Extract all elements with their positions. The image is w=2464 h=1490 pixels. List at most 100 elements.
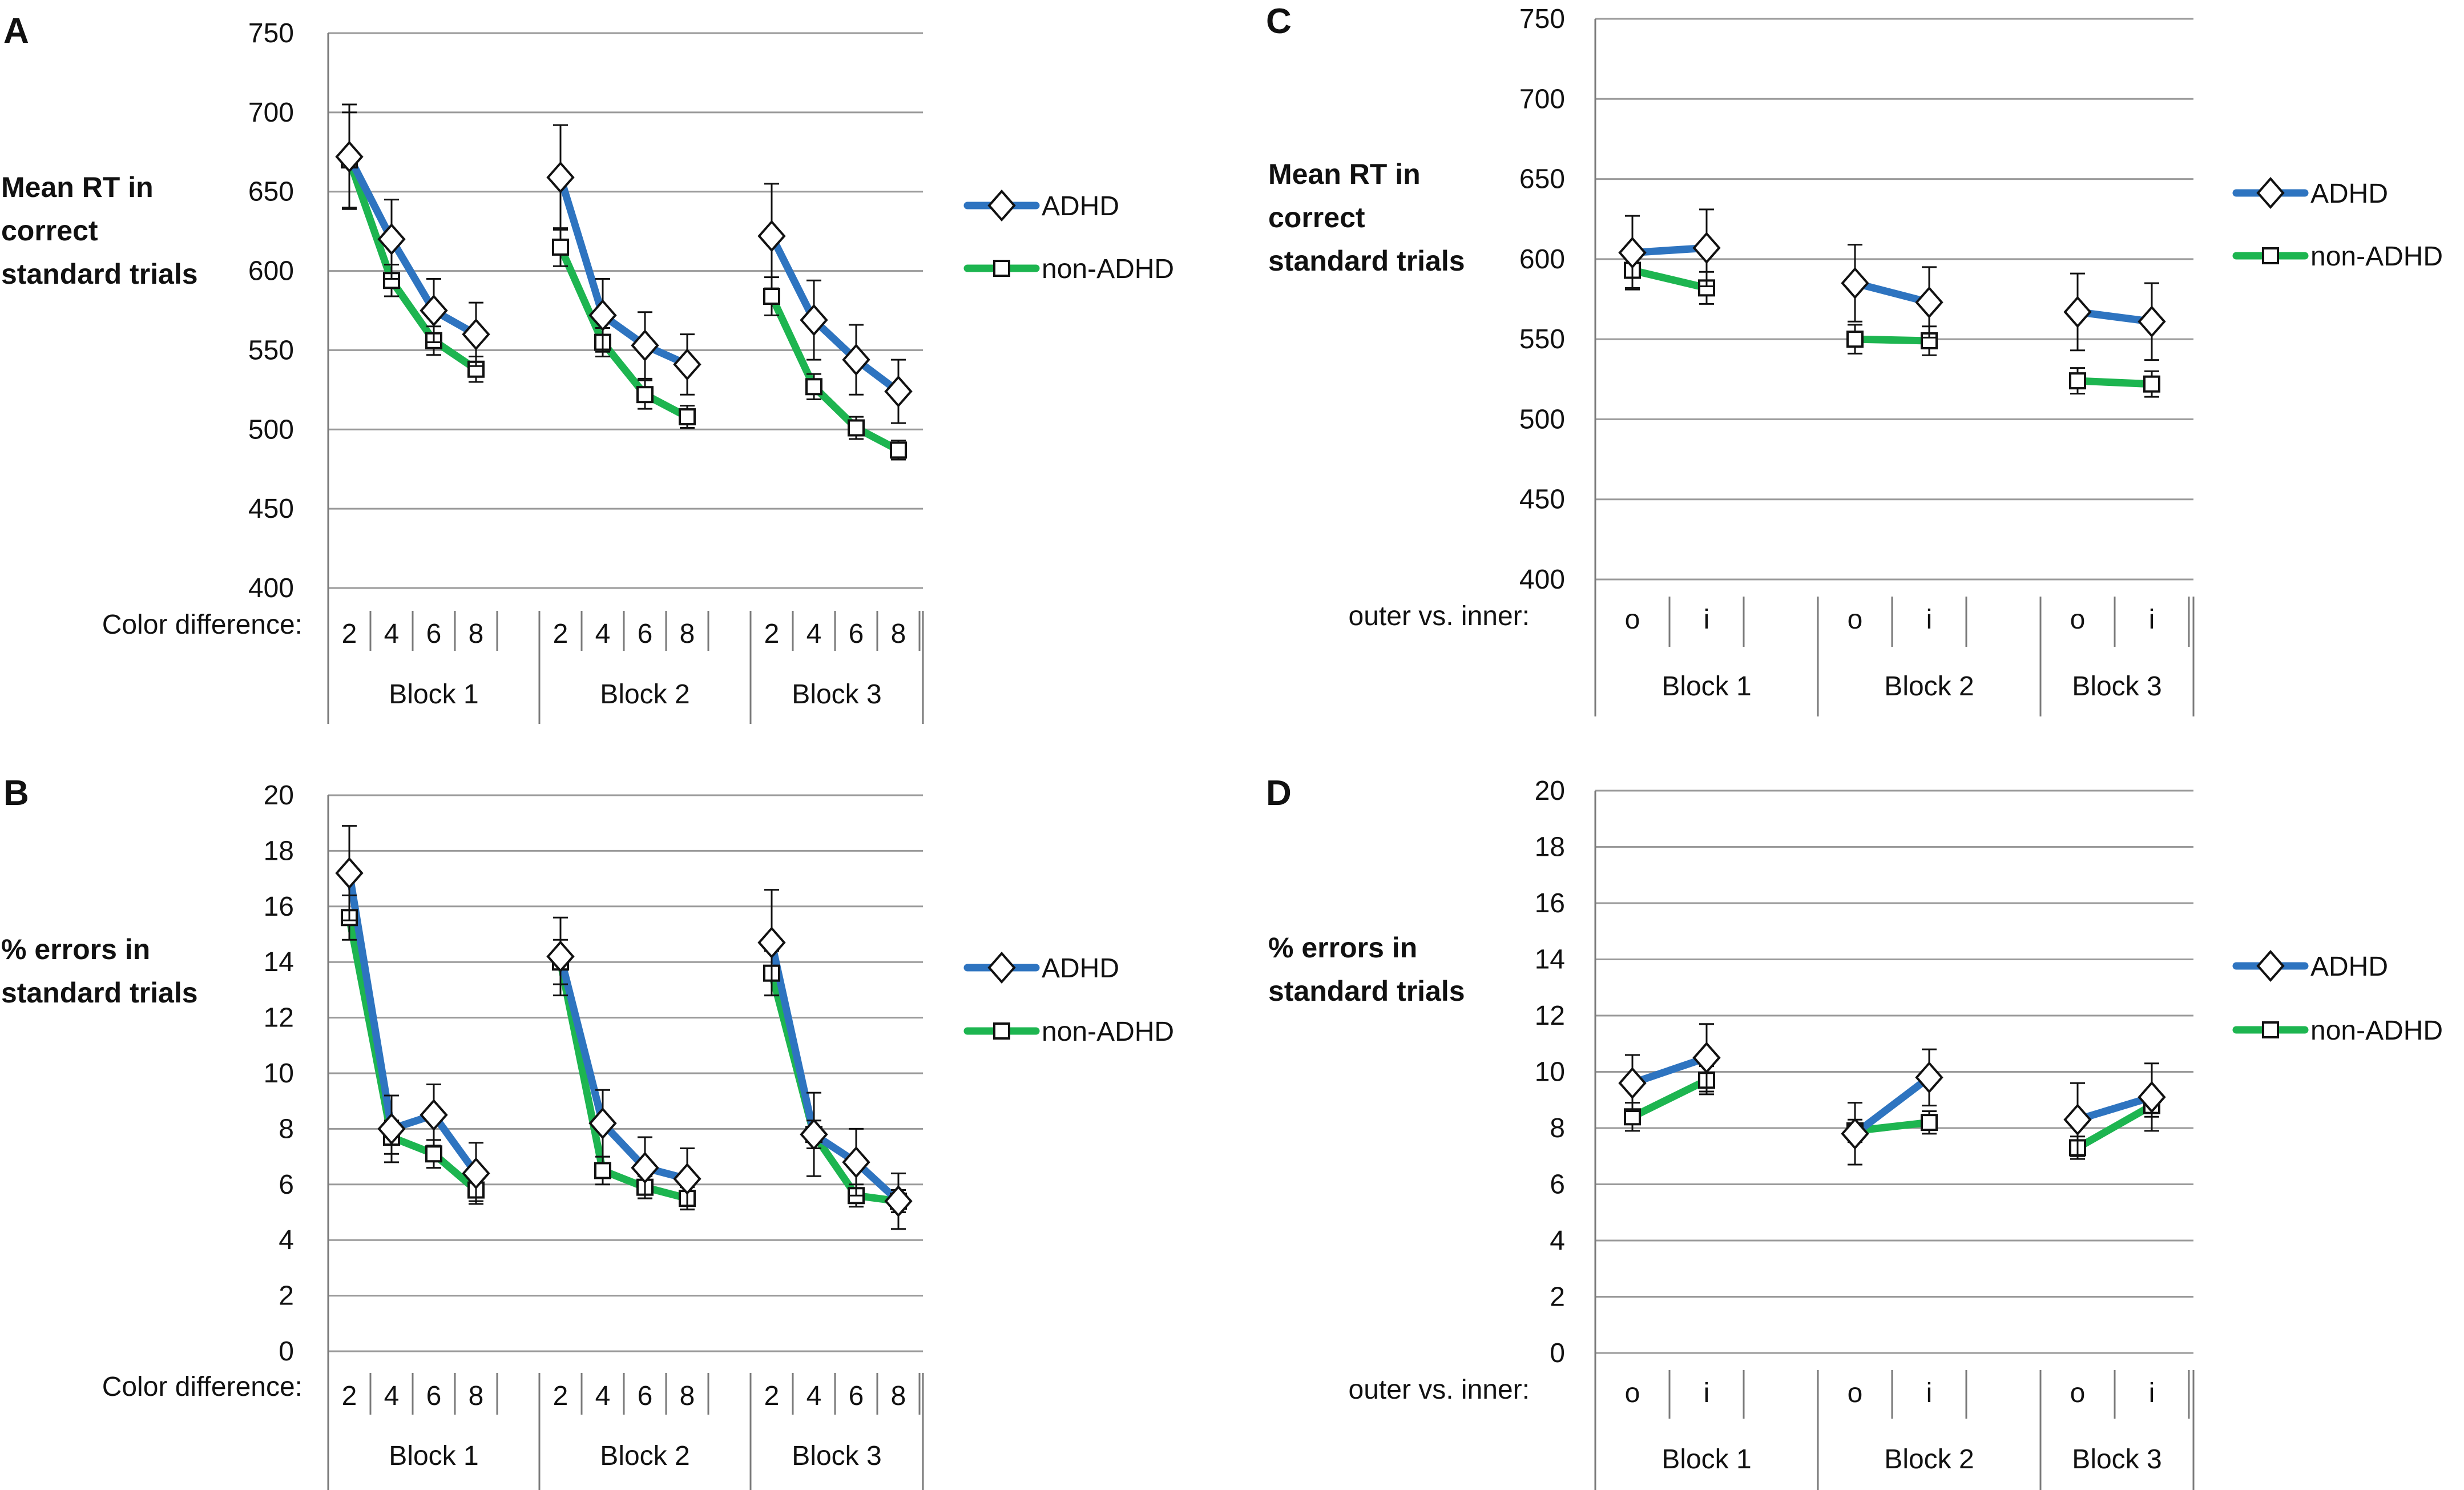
data-point-adhd bbox=[546, 161, 575, 194]
series-line bbox=[345, 869, 480, 1177]
series-adhd bbox=[1628, 1054, 2156, 1138]
series-line bbox=[556, 174, 691, 368]
y-axis-label: % errors in bbox=[1268, 932, 1417, 964]
category-label: 6 bbox=[426, 1381, 442, 1411]
y-tick-label: 700 bbox=[1519, 84, 1565, 114]
markers-non-adhd bbox=[341, 894, 907, 1213]
y-tick-label: 8 bbox=[279, 1114, 294, 1144]
y-tick-label: 700 bbox=[248, 98, 294, 128]
series-line bbox=[768, 969, 902, 1205]
data-point-adhd bbox=[631, 329, 659, 362]
category-label: 8 bbox=[891, 1381, 906, 1411]
y-axis-label: Mean RT in bbox=[1268, 158, 1421, 190]
y-tick-label: 550 bbox=[248, 335, 294, 365]
category-label: o bbox=[1848, 1378, 1863, 1408]
data-point-non-adhd bbox=[848, 419, 865, 437]
y-tick-label: 10 bbox=[1535, 1057, 1565, 1088]
series-line bbox=[1628, 266, 1711, 292]
category-label: 8 bbox=[680, 1381, 695, 1411]
category-label: i bbox=[1926, 1378, 1933, 1408]
category-label: 8 bbox=[469, 1381, 484, 1411]
data-point-adhd bbox=[2063, 1104, 2092, 1136]
markers-adhd bbox=[335, 825, 913, 1230]
legend-label: non-ADHD bbox=[1042, 1017, 1174, 1047]
data-point-non-adhd bbox=[890, 441, 907, 459]
data-point-adhd bbox=[1915, 286, 1943, 319]
y-axis-label: correct bbox=[1, 215, 98, 247]
block-label: Block 1 bbox=[389, 1441, 478, 1471]
category-label: 4 bbox=[384, 1381, 400, 1411]
series-line bbox=[1851, 279, 1933, 307]
data-point-adhd bbox=[842, 1146, 870, 1178]
data-point-adhd bbox=[1692, 1041, 1721, 1074]
category-label: 6 bbox=[638, 1381, 653, 1411]
category-label: 8 bbox=[680, 619, 695, 649]
markers-non-adhd bbox=[341, 111, 907, 461]
data-point-adhd bbox=[588, 1107, 617, 1139]
category-label: 6 bbox=[849, 1381, 864, 1411]
category-label: o bbox=[2070, 605, 2086, 635]
data-point-non-adhd bbox=[763, 288, 780, 305]
y-axis-label: % errors in bbox=[1, 933, 150, 965]
data-point-adhd bbox=[462, 318, 490, 351]
y-tick-label: 10 bbox=[264, 1058, 294, 1089]
panel-letter: B bbox=[3, 774, 29, 813]
y-tick-label: 500 bbox=[1519, 404, 1565, 434]
category-label: o bbox=[1625, 1378, 1640, 1408]
data-point-adhd bbox=[588, 299, 617, 332]
category-label: 4 bbox=[806, 1381, 822, 1411]
y-axis-label: standard trials bbox=[1268, 975, 1465, 1007]
category-label: o bbox=[1848, 605, 1863, 635]
series-line bbox=[768, 232, 902, 396]
category-label: i bbox=[1704, 605, 1710, 635]
category-label: 2 bbox=[764, 1381, 780, 1411]
data-point-adhd bbox=[335, 857, 364, 889]
data-point-adhd bbox=[2138, 1081, 2166, 1113]
category-label: i bbox=[1704, 1378, 1710, 1408]
legend-marker bbox=[2262, 1021, 2279, 1038]
legend-label: non-ADHD bbox=[2310, 241, 2443, 272]
category-label: 4 bbox=[384, 619, 400, 649]
data-point-adhd bbox=[673, 1163, 701, 1195]
y-tick-label: 4 bbox=[279, 1225, 294, 1255]
data-point-adhd bbox=[1841, 1117, 1869, 1150]
legend: ADHD non-ADHD bbox=[963, 189, 1174, 284]
x-row-label: Color difference: bbox=[102, 610, 303, 640]
category-label: i bbox=[2149, 605, 2155, 635]
y-tick-label: 20 bbox=[264, 780, 294, 811]
y-tick-label: 600 bbox=[1519, 244, 1565, 275]
data-point-adhd bbox=[2063, 296, 2092, 328]
data-point-non-adhd bbox=[552, 238, 569, 256]
legend-marker bbox=[993, 1022, 1010, 1040]
data-point-adhd bbox=[757, 927, 786, 959]
data-point-adhd bbox=[884, 1185, 913, 1218]
panel-letter: A bbox=[3, 11, 29, 51]
data-point-adhd bbox=[420, 1099, 448, 1131]
data-point-non-adhd bbox=[1921, 1114, 1938, 1131]
y-tick-label: 6 bbox=[1550, 1170, 1565, 1200]
category-label: 4 bbox=[595, 619, 611, 649]
y-tick-label: 2 bbox=[279, 1281, 294, 1311]
series-line bbox=[2074, 1093, 2156, 1123]
x-row-label: Color difference: bbox=[102, 1372, 303, 1402]
y-tick-label: 8 bbox=[1550, 1113, 1565, 1143]
data-point-adhd bbox=[1618, 1067, 1647, 1100]
y-tick-label: 14 bbox=[264, 947, 294, 977]
series-line bbox=[1851, 335, 1933, 345]
legend-label: non-ADHD bbox=[2310, 1016, 2443, 1046]
category-label: 2 bbox=[764, 619, 780, 649]
block-label: Block 1 bbox=[1662, 1444, 1751, 1475]
markers-adhd bbox=[1618, 1023, 2166, 1166]
series-line bbox=[345, 156, 480, 373]
series-line bbox=[768, 292, 902, 454]
y-tick-label: 20 bbox=[1535, 776, 1565, 806]
data-point-adhd bbox=[800, 304, 828, 336]
series-line bbox=[1628, 1054, 1711, 1087]
y-axis-label: standard trials bbox=[1, 258, 198, 290]
category-label: 2 bbox=[342, 619, 357, 649]
y-axis-label: standard trials bbox=[1268, 245, 1465, 277]
legend-label: non-ADHD bbox=[1042, 254, 1174, 284]
series-line bbox=[1851, 1073, 1933, 1138]
data-point-adhd bbox=[377, 223, 406, 256]
